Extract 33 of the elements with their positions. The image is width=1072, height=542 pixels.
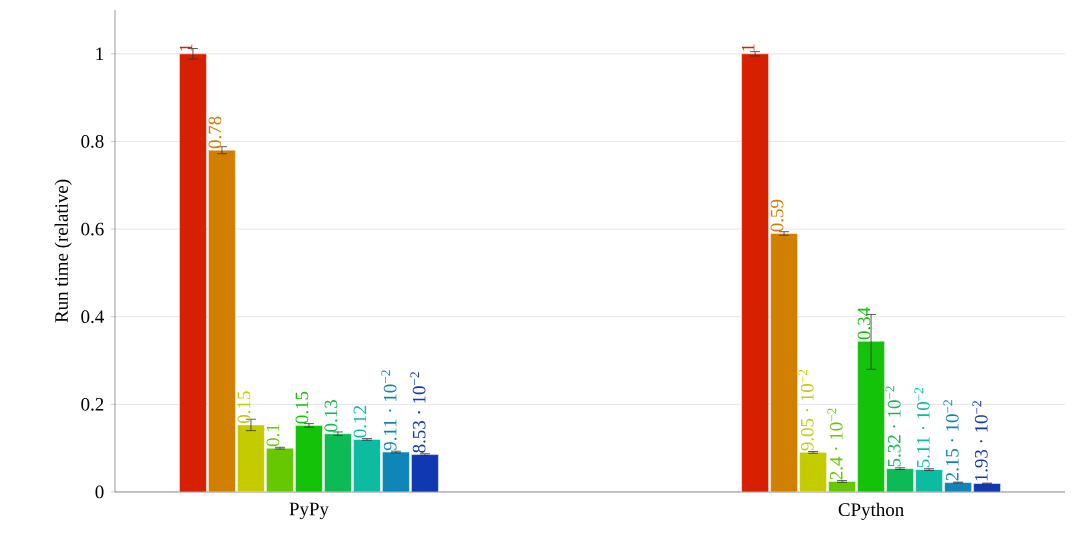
y-tick-label: 0.4 [81, 310, 104, 324]
data-label: 5.11 · 10$^{−2}$ [914, 387, 930, 468]
x-tick-label: CPython [838, 502, 904, 520]
data-label: 0.12 [353, 406, 367, 438]
data-label: 9.05 · 10$^{−2}$ [798, 369, 814, 451]
bar [382, 451, 410, 492]
data-label: 0.1 [266, 424, 280, 447]
bar [208, 149, 236, 492]
y-tick-label: 0 [95, 485, 104, 499]
y-tick-label: 0.2 [81, 397, 104, 411]
data-label: 1 [741, 44, 755, 51]
data-label: 5.32 · 10$^{−2}$ [885, 386, 901, 467]
data-label: 2.4 · 10$^{−2}$ [827, 408, 843, 480]
data-label: 2.15 · 10$^{−2}$ [943, 400, 959, 481]
data-label: 0.78 [208, 116, 222, 149]
data-label: 9.11 · 10$^{−2}$ [381, 370, 397, 451]
data-label: 1.93 · 10$^{−2}$ [972, 401, 988, 481]
data-label: 8.53 · 10$^{−2}$ [410, 372, 426, 453]
data-label: 0.13 [324, 400, 338, 432]
y-axis-title: Run time (relative) [54, 179, 72, 323]
y-tick-label: 1 [96, 47, 104, 61]
bar [266, 447, 294, 492]
y-tick-label: 0.6 [81, 222, 104, 236]
bar [828, 481, 856, 492]
data-label: 1 [179, 44, 193, 51]
x-tick-label: PyPy [289, 502, 329, 520]
data-label: 0.15 [237, 391, 251, 423]
bar [770, 233, 798, 492]
data-label: 0.59 [770, 199, 784, 232]
data-label: 0.15 [295, 391, 309, 424]
data-label: 0.34 [857, 307, 871, 340]
y-tick-label: 0.8 [81, 135, 104, 148]
bar [944, 482, 972, 492]
